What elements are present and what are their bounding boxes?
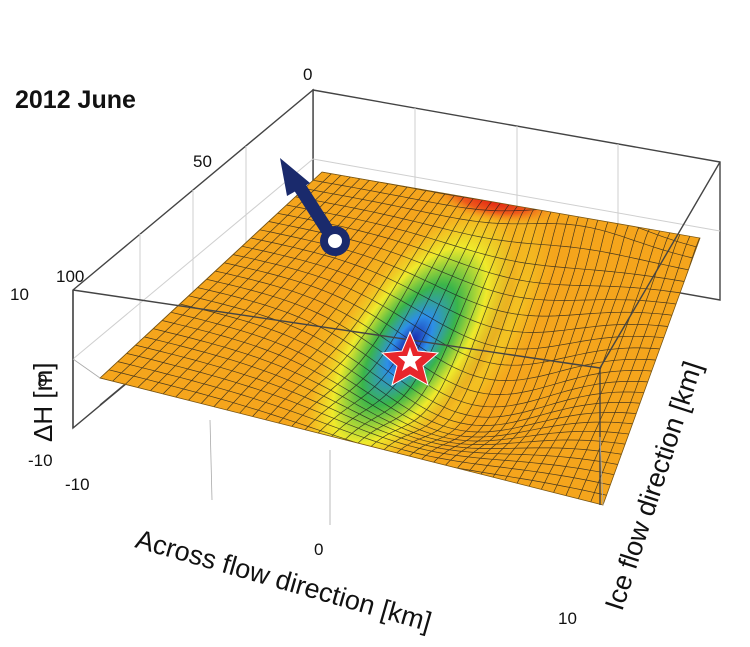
mesh-line [144, 336, 623, 455]
mesh-line [489, 211, 616, 483]
mesh-line [238, 190, 427, 415]
y-tick-label: 50 [193, 152, 212, 171]
x-tick-label: 10 [558, 609, 577, 628]
mesh-line [187, 183, 389, 401]
mesh-line [170, 311, 635, 438]
mesh-line [539, 223, 654, 493]
mesh-line [135, 344, 619, 465]
mesh-line [564, 229, 672, 498]
mesh-line [162, 320, 631, 442]
chart-title: 2012 June [15, 86, 136, 114]
mesh-line [300, 198, 474, 434]
z-tick-label: -10 [28, 451, 53, 470]
mesh-line [250, 237, 670, 333]
mesh-line [351, 202, 512, 450]
mesh-line [126, 353, 615, 476]
y-tick-label: 100 [56, 267, 84, 286]
mesh-line [304, 188, 693, 259]
mesh-line [242, 245, 666, 350]
mesh-line [288, 196, 465, 431]
front-gridlines [72, 358, 604, 525]
z-tick-label: 10 [10, 285, 29, 304]
mesh-line [250, 192, 436, 419]
mesh-line [197, 287, 646, 418]
z-axis-label: ΔH [m] [28, 363, 58, 442]
mesh-line [552, 226, 663, 495]
mesh-line [124, 175, 342, 385]
star-marker [380, 330, 440, 387]
mesh-line [426, 203, 568, 470]
mesh-line [150, 178, 361, 392]
mesh-line [590, 234, 691, 503]
mesh-line [477, 209, 606, 480]
x-tick-label: 0 [314, 540, 323, 559]
mesh-line [376, 202, 531, 458]
mesh-line [153, 328, 627, 445]
mesh-line [215, 270, 654, 395]
mesh-line [388, 202, 540, 461]
mesh-line [277, 212, 681, 294]
mesh-line [514, 217, 635, 488]
mesh-line [263, 193, 446, 423]
mesh-line [577, 231, 682, 501]
mesh-line [414, 203, 559, 467]
mesh-line [451, 205, 587, 476]
y-tick-label: 0 [303, 65, 312, 84]
mesh-line [439, 204, 578, 473]
x-tick-label: -10 [65, 475, 90, 494]
x-axis-label: Across flow direction [km] [132, 524, 435, 637]
mesh-line [212, 186, 408, 408]
mesh-line [112, 173, 332, 382]
flow-arrow [280, 158, 350, 256]
mesh-line [200, 185, 398, 405]
mesh-line [502, 214, 625, 485]
mesh-line [464, 207, 597, 478]
mesh-line [401, 203, 550, 464]
mesh-line [527, 220, 644, 490]
mesh-line [188, 295, 642, 426]
mesh-line [363, 202, 521, 454]
mesh-line [175, 181, 379, 398]
mesh-line [162, 180, 370, 395]
mesh-line [117, 361, 611, 486]
mesh-line [225, 188, 417, 412]
box-front [72, 161, 721, 505]
mesh-line [295, 196, 689, 271]
z-tick-label: 0 [38, 371, 47, 390]
mesh-line [286, 204, 685, 282]
mesh-line [179, 303, 638, 433]
mesh-line [224, 262, 658, 381]
